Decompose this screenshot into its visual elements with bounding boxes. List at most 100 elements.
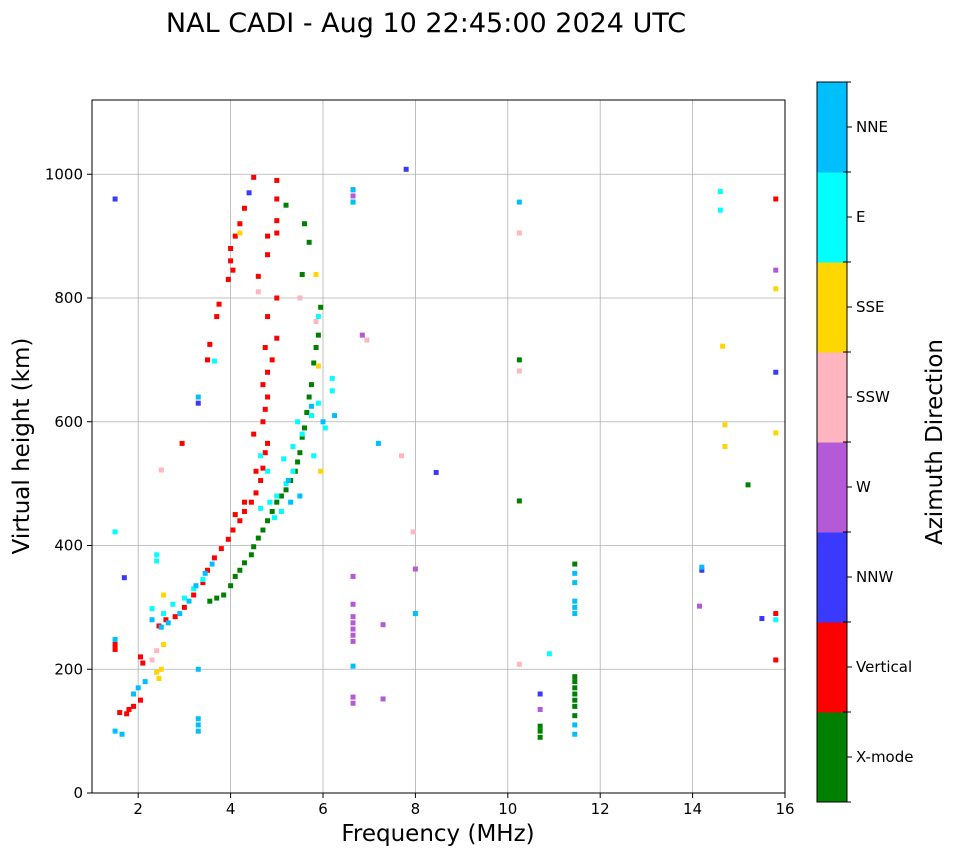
data-point [516, 661, 522, 667]
data-point [773, 430, 779, 436]
data-point [225, 536, 231, 542]
data-point [350, 187, 356, 193]
data-point [232, 233, 238, 239]
data-point [572, 722, 578, 728]
data-point [773, 611, 779, 617]
data-point [260, 419, 266, 425]
data-point [191, 592, 197, 598]
data-point [274, 230, 280, 236]
data-point [350, 700, 356, 706]
data-point [140, 660, 146, 666]
data-point [546, 651, 552, 657]
x-tick-label: 12 [591, 800, 610, 818]
data-point [537, 734, 543, 740]
data-point [221, 592, 227, 598]
data-point [195, 716, 201, 722]
chart-title: NAL CADI - Aug 10 22:45:00 2024 UTC [166, 8, 686, 39]
data-point [274, 335, 280, 341]
data-point [302, 425, 308, 431]
data-point [255, 273, 261, 279]
data-point [722, 444, 728, 449]
data-point [265, 233, 271, 239]
data-point [119, 731, 125, 737]
data-point [181, 595, 187, 601]
data-point [186, 598, 192, 604]
data-point [271, 515, 277, 521]
series-sse [154, 230, 779, 682]
series-x-mode [207, 202, 751, 740]
data-point [205, 567, 210, 573]
colorbar-frame [816, 81, 848, 803]
data-point [154, 558, 160, 564]
data-point [195, 400, 201, 406]
data-point [149, 606, 155, 612]
data-point [572, 691, 578, 697]
data-point [149, 657, 155, 663]
x-tick-label: 8 [411, 800, 421, 818]
data-point [126, 706, 132, 712]
colorbar-tick-label: X-mode [856, 748, 913, 766]
data-point [699, 567, 705, 573]
data-point [253, 490, 259, 496]
data-point [216, 301, 222, 307]
x-tick-label: 14 [683, 800, 702, 818]
plot-frame [91, 99, 786, 794]
data-point [258, 453, 264, 459]
colorbar-tick-label: NNE [856, 118, 888, 136]
data-point [117, 710, 123, 716]
data-point [313, 345, 319, 350]
data-point [773, 369, 779, 375]
data-point [572, 679, 578, 685]
data-point [251, 544, 257, 550]
data-point [232, 512, 238, 518]
data-point [290, 444, 296, 449]
data-point [759, 616, 765, 622]
data-point [142, 679, 148, 685]
data-point [138, 654, 144, 660]
data-point [214, 595, 220, 601]
data-point [350, 638, 356, 644]
colorbar: X-mode Vertical NNW W SSW SSE E NNE [816, 81, 913, 803]
data-point [163, 617, 169, 623]
x-axis-label: Frequency (MHz) [341, 821, 534, 847]
data-point [112, 637, 118, 643]
data-point [320, 419, 326, 425]
colorbar-label: Azimuth Direction [922, 339, 948, 545]
colorbar-segment [817, 442, 847, 533]
data-point [283, 481, 289, 487]
data-point [537, 728, 543, 734]
data-point [172, 614, 178, 620]
data-point [315, 363, 321, 369]
data-point [161, 592, 167, 598]
colorbar-segment [817, 622, 847, 713]
data-point [200, 577, 206, 583]
x-tick-label: 16 [775, 800, 794, 818]
data-point [311, 453, 317, 459]
data-point [278, 493, 284, 499]
data-point [313, 319, 319, 325]
data-point [311, 360, 317, 366]
grid-lines [92, 100, 786, 794]
data-point [260, 465, 266, 471]
data-point [315, 314, 321, 320]
data-point [288, 499, 294, 505]
data-point [228, 258, 234, 264]
data-point [112, 728, 118, 734]
x-axis-ticks: 2 4 6 8 10 12 14 16 [133, 793, 795, 818]
y-tick-label: 200 [54, 660, 83, 678]
y-tick-label: 600 [54, 413, 83, 431]
colorbar-tick-label: NNW [856, 568, 893, 586]
data-point [295, 459, 301, 465]
data-point [154, 552, 160, 558]
data-point [572, 611, 578, 617]
data-point [195, 394, 201, 400]
data-point [350, 620, 356, 626]
data-point [112, 646, 118, 652]
data-point [228, 583, 234, 589]
data-point [262, 406, 268, 412]
data-point [112, 529, 118, 535]
data-point [350, 663, 356, 669]
data-point [156, 676, 162, 682]
data-point [773, 286, 779, 292]
